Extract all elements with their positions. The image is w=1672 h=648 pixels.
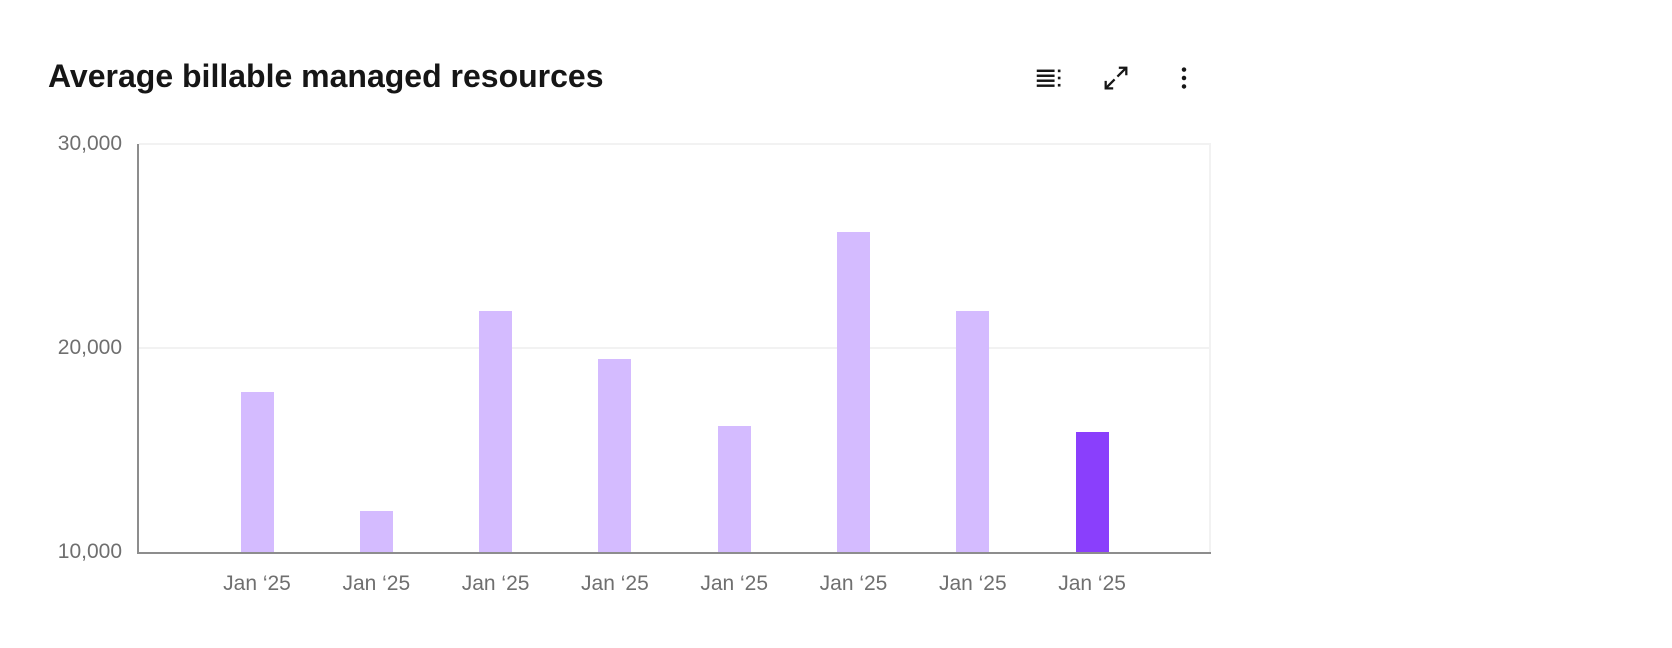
y-axis-tick-label: 10,000 <box>57 540 122 563</box>
chart-toolbar <box>1026 56 1206 100</box>
bar-2[interactable] <box>359 511 393 552</box>
y-axis-tick-label: 20,000 <box>57 336 122 359</box>
x-axis-tick-label: Jan ‘25 <box>1058 572 1126 595</box>
chart-card: Average billable managed resources <box>48 56 1211 595</box>
bar-1[interactable] <box>240 391 274 552</box>
bar-8[interactable] <box>1075 431 1109 552</box>
chart-title: Average billable managed resources <box>48 58 604 94</box>
x-axis-tick-label: Jan ‘25 <box>223 572 291 595</box>
y-axis-line <box>137 144 139 552</box>
y-axis-tick-label: 30,000 <box>57 132 122 155</box>
gridline-30000 <box>139 143 1211 145</box>
x-axis-tick-label: Jan ‘25 <box>581 572 649 595</box>
x-axis-tick-label: Jan ‘25 <box>700 572 769 595</box>
bar-3[interactable] <box>479 311 513 552</box>
gridline-20000 <box>139 347 1211 349</box>
overflow-menu-button[interactable] <box>1162 56 1206 100</box>
bar-4[interactable] <box>598 359 632 552</box>
bar-chart-plot-area: 30,000 20,000 10,000 Jan ‘25 Jan ‘25 Jan ‘25 J… <box>58 132 1211 595</box>
expand-button[interactable] <box>1094 56 1138 100</box>
show-data-table-button[interactable] <box>1026 56 1070 100</box>
data-table-icon <box>1036 69 1061 87</box>
bar-6[interactable] <box>837 231 870 552</box>
x-axis-tick-label: Jan ‘25 <box>819 572 888 595</box>
x-axis-tick-label: Jan ‘25 <box>342 572 411 595</box>
bar-5[interactable] <box>717 425 751 552</box>
bar-7[interactable] <box>956 311 990 552</box>
expand-icon <box>1104 66 1128 90</box>
x-axis-tick-label: Jan ‘25 <box>461 572 530 595</box>
kebab-menu-icon <box>1181 67 1187 89</box>
x-axis-line <box>137 552 1211 554</box>
x-axis-tick-label: Jan ‘25 <box>938 572 1007 595</box>
